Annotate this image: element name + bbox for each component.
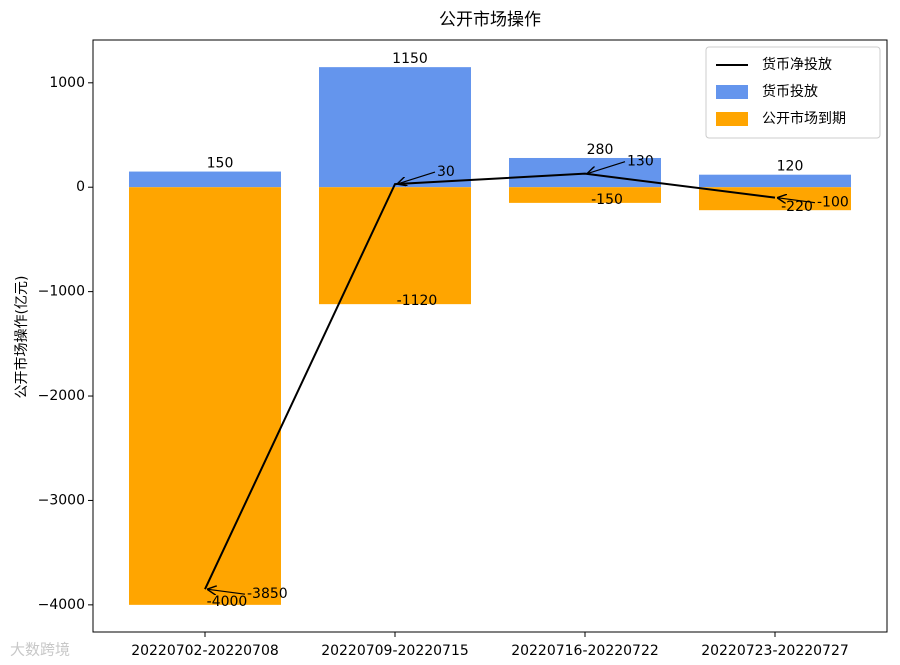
line-value-label: 130 — [627, 154, 654, 170]
plot-frame — [92, 39, 888, 633]
y-tick-label: −1000 — [38, 284, 85, 300]
line-value-label: -100 — [817, 195, 849, 211]
y-tick-label: −4000 — [38, 597, 85, 613]
bar — [129, 171, 281, 188]
y-tick-label: −2000 — [38, 388, 85, 404]
bar — [319, 187, 471, 305]
x-tick-label: 20220716-20220722 — [511, 643, 659, 659]
legend-swatch — [716, 85, 748, 99]
bar-value-label: 280 — [587, 142, 614, 158]
bar — [129, 187, 281, 605]
bar — [319, 67, 471, 188]
watermark: 大数跨境 — [10, 641, 70, 659]
annotation-arrow — [207, 589, 246, 594]
line — [204, 172, 776, 590]
legend-box — [705, 46, 881, 139]
legend-label: 货币投放 — [762, 83, 818, 100]
y-tick-label: −3000 — [38, 492, 85, 508]
annotation-arrow — [397, 171, 436, 184]
y-tick-label: 1000 — [49, 75, 85, 91]
bar — [509, 187, 661, 203]
y-axis-label: 公开市场操作(亿元) — [13, 276, 30, 399]
bar — [509, 157, 661, 188]
annotation-arrow — [587, 161, 626, 174]
bar-value-label: -4000 — [207, 594, 248, 610]
y-tick-label: 0 — [76, 179, 85, 195]
bar-value-label: -220 — [781, 199, 813, 215]
bar-value-label: 150 — [207, 156, 234, 172]
legend-swatch — [716, 112, 748, 126]
line-value-label: -3850 — [247, 586, 288, 602]
legend-label: 公开市场到期 — [762, 110, 846, 127]
bar-value-label: -150 — [591, 192, 623, 208]
bar-value-label: 120 — [777, 159, 804, 175]
legend-label: 货币净投放 — [762, 56, 832, 73]
x-tick-label: 20220723-20220727 — [701, 643, 849, 659]
x-tick-label: 20220702-20220708 — [131, 643, 279, 659]
line-value-label: 30 — [437, 164, 455, 180]
bar — [699, 174, 851, 188]
bar-value-label: -1120 — [397, 293, 438, 309]
x-tick-label: 20220709-20220715 — [321, 643, 469, 659]
bar-value-label: 1150 — [392, 51, 428, 67]
chart-title: 公开市场操作 — [439, 10, 541, 30]
annotation-arrow — [777, 198, 816, 203]
